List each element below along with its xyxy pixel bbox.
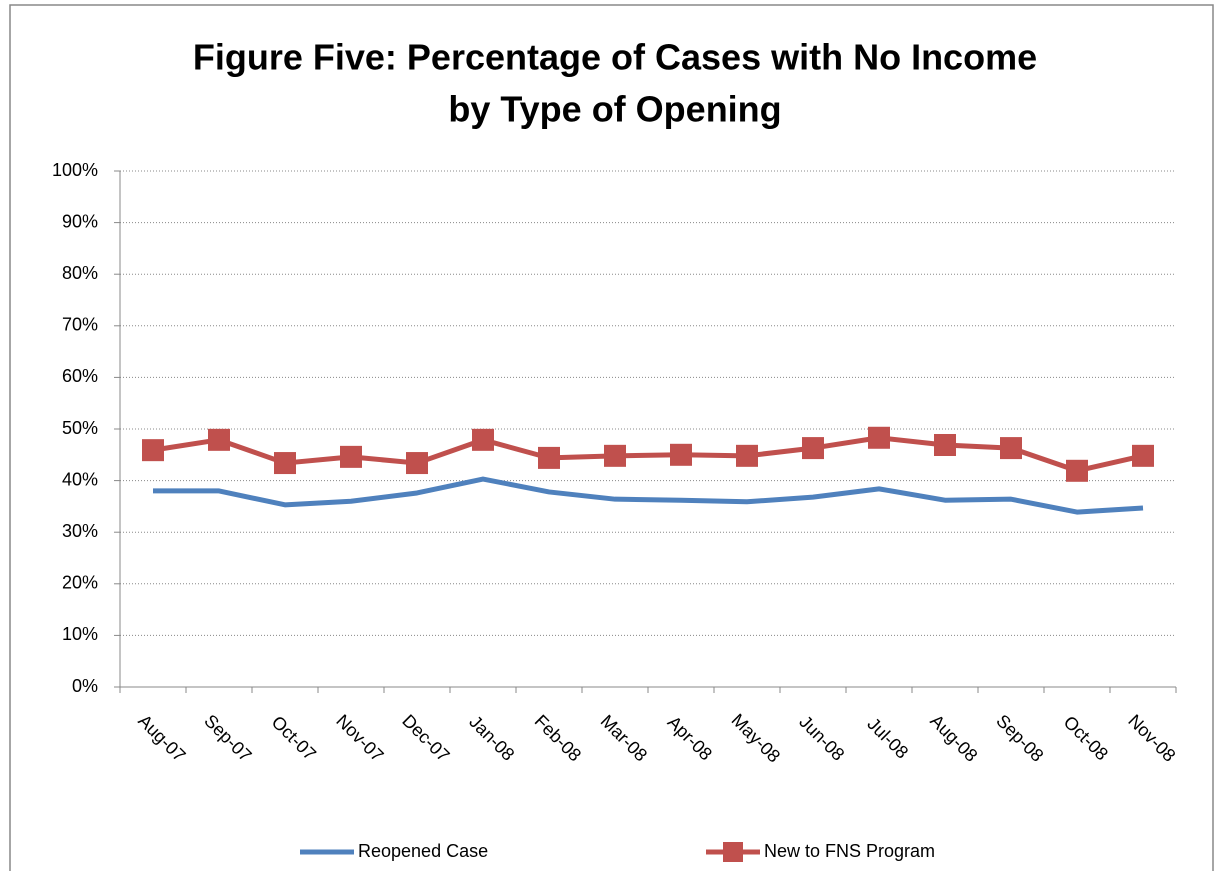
series-marker [208, 428, 230, 451]
series-marker [538, 446, 560, 469]
series-marker [1132, 444, 1154, 467]
series-marker [1000, 437, 1022, 460]
y-tick-label: 90% [62, 211, 98, 231]
y-tick-label: 10% [62, 624, 98, 644]
series-marker [868, 426, 890, 449]
y-tick-label: 100% [52, 160, 98, 180]
series-line [152, 435, 1144, 474]
series-marker [340, 445, 362, 468]
y-tick-label: 80% [62, 263, 98, 283]
legend-label: New to FNS Program [764, 841, 935, 861]
y-tick-label: 30% [62, 521, 98, 541]
series-marker [1066, 459, 1088, 482]
y-tick-label: 0% [72, 676, 98, 696]
series-marker [142, 439, 164, 462]
chart-title: Figure Five: Percentage of Cases with No… [193, 37, 1037, 78]
series-marker [604, 444, 626, 467]
y-tick-label: 60% [62, 366, 98, 386]
y-tick-label: 20% [62, 573, 98, 593]
series-marker [670, 443, 692, 466]
chart-subtitle: by Type of Opening [448, 89, 781, 130]
series-marker [472, 428, 494, 451]
y-tick-label: 70% [62, 315, 98, 335]
legend-label: Reopened Case [358, 841, 488, 861]
series-marker [802, 437, 824, 460]
series-line [153, 476, 1144, 515]
legend-marker [723, 842, 743, 862]
y-tick-label: 40% [62, 469, 98, 489]
series-marker [736, 444, 758, 467]
series-marker [934, 433, 956, 456]
series-marker [274, 452, 296, 475]
y-tick-label: 50% [62, 418, 98, 438]
series-marker [406, 452, 428, 475]
